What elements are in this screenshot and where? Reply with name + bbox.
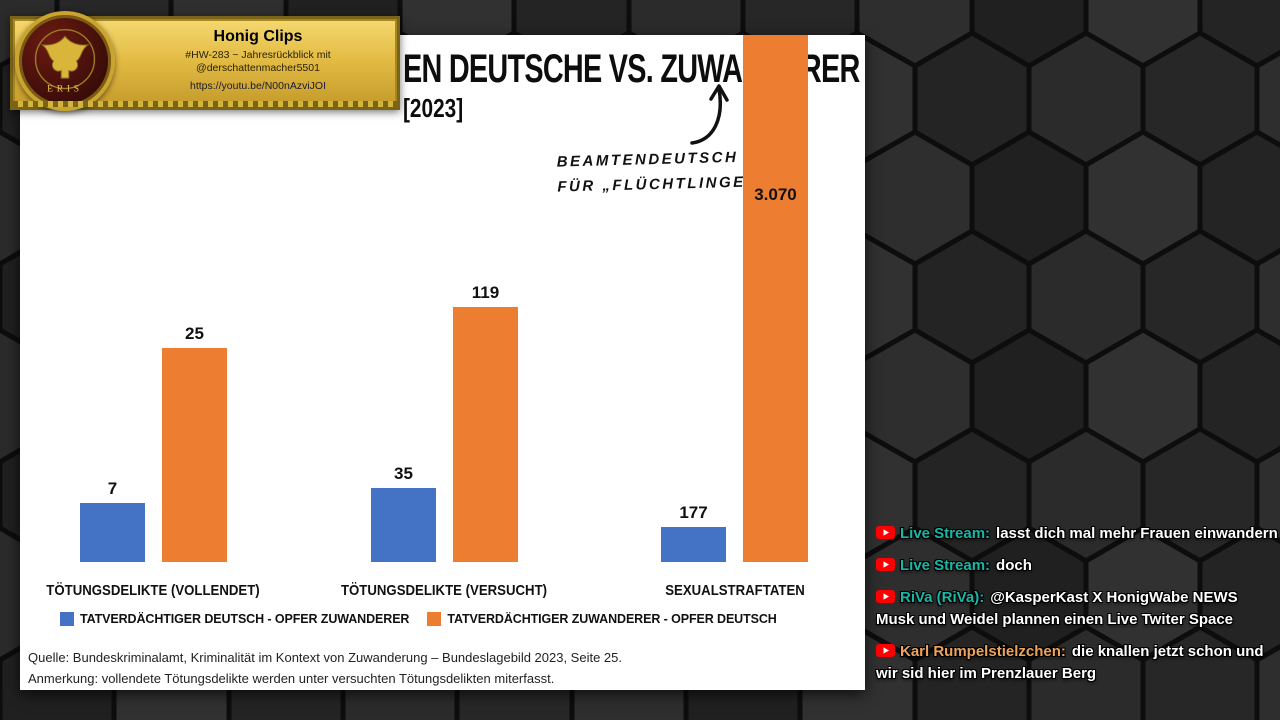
chat-author: Karl Rumpelstielzchen: (900, 643, 1066, 660)
bar-value-label: 119 (471, 283, 500, 302)
chat-text: lasst dich mal mehr Frauen einwandern (996, 525, 1278, 542)
bar-value-label: 25 (185, 324, 204, 343)
bar-zuwanderer (743, 35, 808, 562)
chat-overlay: Live Stream: lasst dich mal mehr Frauen e… (876, 523, 1278, 695)
bar-zuwanderer (162, 348, 227, 562)
bar-deutsch (661, 527, 726, 562)
bar-deutsch (80, 503, 145, 562)
chat-text: @KasperKast X HonigWabe NEWS Musk und We… (876, 589, 1238, 628)
category-label-toetungsdelikte-vollendet: TÖTUNGSDELIKTE (VOLLENDET) (46, 582, 260, 599)
arrow-icon (690, 84, 729, 145)
svg-text:ERIS: ERIS (47, 84, 83, 94)
chat-text: doch (996, 557, 1032, 574)
bar-deutsch (371, 488, 436, 562)
banner-subtitle-line1: #HW-283 ~ Jahresrückblick mit (185, 49, 331, 61)
youtube-icon (876, 588, 895, 603)
chat-message: RiVa (RiVa): @KasperKast X HonigWabe NEWS… (876, 587, 1278, 631)
chat-author: RiVa (RiVa): (900, 589, 985, 606)
category-label-toetungsdelikte-versucht: TÖTUNGSDELIKTE (VERSUCHT) (340, 582, 548, 599)
youtube-icon (876, 524, 895, 539)
youtube-icon (876, 556, 895, 571)
legend: TATVERDÄCHTIGER DEUTSCH - OPFER ZUWANDER… (60, 612, 777, 626)
bar-value-label: 35 (394, 464, 413, 483)
banner-subtitle-line2: @derschattenmacher5501 (196, 62, 320, 74)
chat-message: Karl Rumpelstielzchen: die knallen jetzt … (876, 641, 1278, 685)
eris-eagle-icon: ERIS (34, 28, 96, 94)
legend-swatch-orange (427, 612, 442, 626)
banner-title: Honig Clips (213, 28, 303, 45)
category-label-sexualstraftaten: SEXUALSTRAFTATEN (665, 582, 805, 599)
youtube-icon (876, 642, 895, 657)
legend-item-zuwanderer: TATVERDÄCHTIGER ZUWANDERER - OPFER DEUTS… (427, 612, 777, 626)
source-line-2: Anmerkung: vollendete Tötungsdelikte wer… (28, 671, 555, 686)
legend-item-deutsch: TATVERDÄCHTIGER DEUTSCH - OPFER ZUWANDER… (60, 612, 409, 626)
bar-chart: 7 25 35 119 177 3.070 (20, 35, 865, 690)
legend-swatch-blue (60, 612, 74, 626)
source-note: Quelle: Bundeskriminalamt, Kriminalität … (28, 647, 622, 689)
banner-url[interactable]: https://youtu.be/N00nAzviJOI (190, 80, 326, 92)
legend-label-zuwanderer: TATVERDÄCHTIGER ZUWANDERER - OPFER DEUTS… (447, 612, 777, 626)
chat-author: Live Stream: (900, 525, 991, 542)
chat-message: Live Stream: lasst dich mal mehr Frauen e… (876, 523, 1278, 545)
chart-subtitle: [2023] (403, 93, 464, 123)
chat-message: Live Stream: doch (876, 555, 1278, 577)
bar-value-label: 7 (107, 479, 118, 498)
bar-zuwanderer (453, 307, 518, 562)
banner-text: Honig Clips #HW-283 ~ Jahresrückblick mi… (123, 19, 393, 101)
chat-text: die knallen jetzt schon und wir sid hier… (876, 643, 1264, 682)
stream-banner: ERIS Honig Clips #HW-283 ~ Jahresrückbli… (10, 11, 400, 111)
legend-label-deutsch: TATVERDÄCHTIGER DEUTSCH - OPFER ZUWANDER… (80, 612, 410, 626)
bar-value-label: 177 (679, 503, 708, 522)
bar-value-label: 3.070 (754, 185, 797, 204)
eris-logo: ERIS (15, 11, 115, 111)
chart-panel: EN DEUTSCHE VS. ZUWANDERER [2023] BEAMTE… (20, 35, 865, 690)
chat-author: Live Stream: (900, 557, 991, 574)
source-line-1: Quelle: Bundeskriminalamt, Kriminalität … (28, 650, 623, 665)
